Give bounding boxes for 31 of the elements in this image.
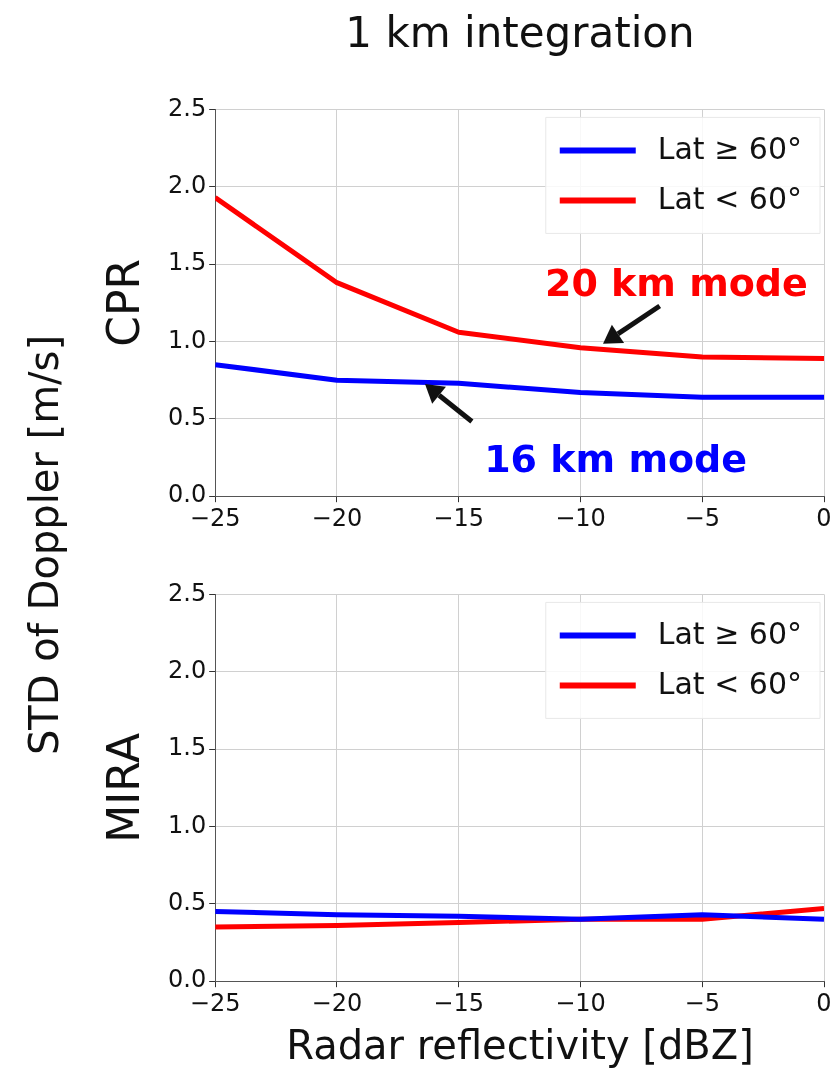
y-tick-label: 0.5 [168, 403, 207, 432]
legend-label: Lat ≥ 60° [657, 616, 803, 652]
text: CPR [98, 258, 150, 347]
y-tick-label: 2.5 [168, 578, 207, 607]
x-tick-label: −15 [433, 503, 485, 532]
x-tick-label: −20 [311, 503, 363, 532]
legend-label: Lat ≥ 60° [657, 131, 803, 167]
text: MIRA [98, 732, 150, 843]
x-tick-label: 0 [816, 503, 832, 532]
legend-label: Lat < 60° [657, 181, 803, 217]
x-tick-label: −15 [433, 988, 485, 1017]
x-tick-label: −20 [311, 988, 363, 1017]
x-tick-label: −10 [555, 503, 606, 532]
annotation: 16 km mode [484, 436, 748, 481]
y-tick-label: 2.0 [168, 170, 207, 199]
y-tick-label: 2.0 [168, 655, 207, 684]
chart-title: 1 km integration [344, 8, 696, 57]
y-tick-label: 1.0 [168, 325, 207, 354]
y-tick-label: 1.5 [168, 248, 207, 277]
y-tick-label: 2.5 [168, 93, 207, 122]
y-axis-title: STD of Doppler [m/s] [21, 334, 67, 756]
x-tick-label: −5 [684, 988, 720, 1017]
x-tick-label: −5 [684, 503, 720, 532]
x-axis-title: Radar reflectivity [dBZ] [285, 1022, 755, 1068]
y-tick-label: 1.0 [168, 810, 207, 839]
y-tick-label: 1.5 [168, 733, 207, 762]
y-tick-label: 0.5 [168, 888, 207, 917]
x-tick-label: −10 [555, 988, 606, 1017]
annotation: 20 km mode [544, 261, 808, 306]
legend-label: Lat < 60° [657, 666, 803, 702]
x-tick-label: 0 [816, 988, 832, 1017]
